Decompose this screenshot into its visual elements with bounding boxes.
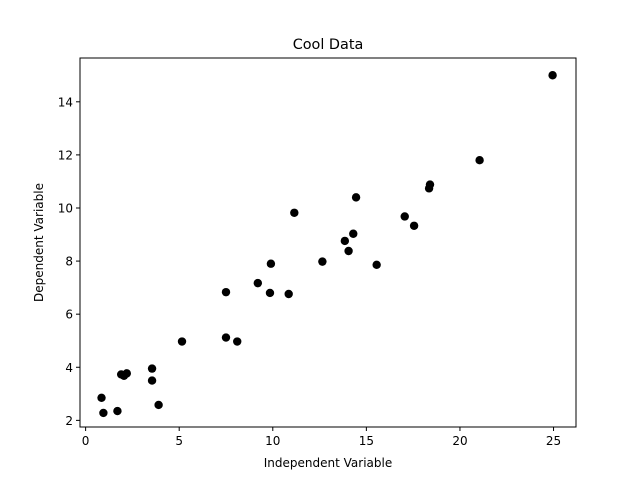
data-point [266, 259, 276, 268]
y-tick-label: 6 [65, 308, 73, 322]
x-tick-label: 0 [82, 434, 90, 448]
x-tick-label: 25 [546, 434, 561, 448]
data-point [221, 333, 231, 342]
y-tick-label: 8 [65, 255, 73, 269]
y-tick-label: 10 [58, 201, 73, 215]
data-point [154, 400, 163, 410]
data-point [122, 369, 131, 378]
data-point [290, 208, 299, 217]
data-point [253, 278, 263, 288]
data-point [400, 212, 409, 221]
data-point [233, 337, 242, 346]
data-point [177, 337, 187, 346]
data-point [265, 288, 275, 298]
x-axis-label: Independent Variable [264, 456, 392, 470]
y-tick-label: 2 [65, 414, 73, 428]
data-point [372, 260, 381, 269]
data-point [318, 257, 327, 266]
y-tick-label: 4 [65, 361, 73, 375]
x-tick-label: 5 [175, 434, 183, 448]
data-point [344, 246, 353, 256]
plot-area [97, 71, 557, 418]
x-tick-label: 20 [452, 434, 467, 448]
y-tick-label: 14 [58, 95, 73, 109]
data-point [221, 287, 231, 297]
chart-title: Cool Data [293, 37, 364, 53]
data-point [99, 408, 108, 418]
data-point [475, 156, 484, 165]
plot-frame [79, 57, 577, 428]
x-tick-label: 15 [359, 434, 374, 448]
data-point [425, 180, 435, 189]
x-axis: 0 5 10 15 20 25 [82, 427, 561, 448]
y-axis-label: Dependent Variable [32, 183, 46, 302]
data-point [409, 221, 419, 230]
x-tick-label: 10 [265, 434, 280, 448]
data-point [349, 229, 358, 238]
data-point [147, 364, 157, 373]
data-point [548, 71, 557, 80]
data-point [340, 236, 350, 246]
y-axis: 2 4 6 8 10 12 14 [58, 95, 80, 428]
data-point [113, 406, 122, 416]
data-point [284, 289, 293, 299]
data-point [351, 193, 361, 202]
data-point [147, 376, 157, 385]
data-point [97, 393, 106, 402]
y-tick-label: 12 [58, 148, 73, 162]
